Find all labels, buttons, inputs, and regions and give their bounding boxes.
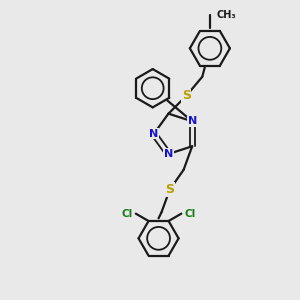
Text: S: S (165, 183, 174, 196)
Text: CH₃: CH₃ (216, 10, 236, 20)
Text: Cl: Cl (184, 208, 196, 219)
Text: N: N (164, 149, 173, 159)
Text: N: N (149, 129, 158, 139)
Text: S: S (182, 89, 191, 102)
Text: Cl: Cl (122, 208, 133, 219)
Text: N: N (188, 116, 197, 126)
